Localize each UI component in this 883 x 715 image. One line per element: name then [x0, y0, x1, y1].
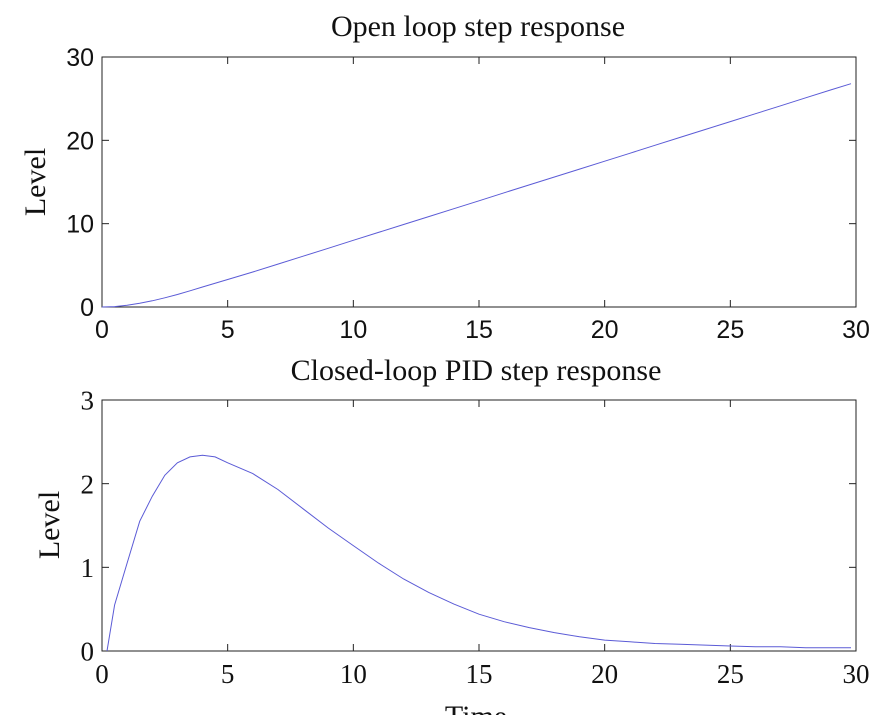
y-tick-label: 0	[81, 637, 95, 667]
x-tick-label: 0	[95, 316, 109, 344]
y-axis-ticks: 0 10 20 30	[66, 44, 856, 322]
x-tick-label: 20	[591, 316, 619, 344]
y-tick-label: 30	[66, 44, 94, 72]
y-tick-label: 10	[66, 211, 94, 239]
y-axis-label: Level	[33, 491, 66, 559]
x-axis-label: Time	[445, 700, 507, 715]
x-tick-label: 10	[339, 316, 367, 344]
x-tick-label: 0	[95, 659, 109, 689]
x-tick-label: 10	[340, 659, 367, 689]
y-tick-label: 20	[66, 127, 94, 155]
y-axis-label: Level	[19, 148, 52, 216]
x-tick-label: 5	[221, 316, 235, 344]
x-axis-ticks: 0 5 10 15 20 25 30	[95, 57, 870, 344]
x-tick-label: 20	[591, 659, 618, 689]
plot-area	[101, 56, 857, 308]
chart-title: Closed-loop PID step response	[291, 354, 662, 387]
chart-title: Open loop step response	[331, 10, 625, 43]
x-tick-label: 30	[843, 659, 870, 689]
y-axis-ticks: 0 1 2 3	[81, 386, 856, 667]
closed-loop-chart: Closed-loop PID step response Level Time…	[33, 354, 870, 715]
x-tick-label: 5	[221, 659, 235, 689]
y-tick-label: 0	[80, 294, 94, 322]
y-tick-label: 2	[81, 469, 95, 499]
open-loop-chart: Open loop step response Level 0 5 10 15 20 25…	[19, 10, 870, 344]
x-tick-label: 25	[717, 659, 744, 689]
y-tick-label: 1	[81, 553, 95, 583]
y-tick-label: 3	[81, 386, 95, 416]
x-tick-label: 30	[842, 316, 870, 344]
x-axis-ticks: 0 5 10 15 20 25 30	[95, 400, 870, 689]
plot-area	[101, 399, 857, 652]
x-tick-label: 15	[466, 659, 493, 689]
series-line	[106, 454, 851, 652]
x-tick-label: 15	[465, 316, 493, 344]
series-line	[101, 83, 852, 308]
x-tick-label: 25	[716, 316, 744, 344]
